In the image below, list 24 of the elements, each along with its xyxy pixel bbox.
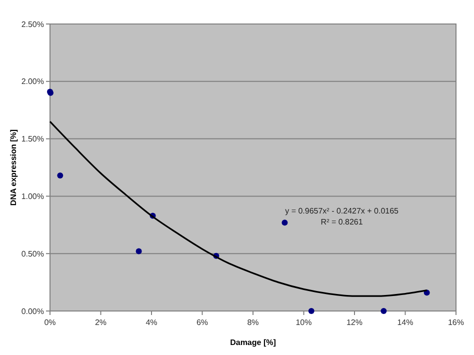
y-tick-label: 2.50% — [21, 20, 44, 29]
x-tick-label: 12% — [346, 318, 363, 327]
x-tick-label: 16% — [448, 318, 464, 327]
y-tick-label: 0.00% — [21, 306, 44, 316]
point — [282, 220, 288, 226]
x-tick-label: 10% — [296, 318, 312, 327]
x-tick-label: 2% — [94, 318, 107, 327]
y-tick-label: 1.50% — [21, 134, 44, 144]
x-tick-label: 14% — [397, 318, 414, 327]
x-tick-label: 6% — [196, 318, 208, 327]
annotation: y = 0.9657x² - 0.2427x + 0.0165 — [285, 206, 400, 216]
y-axis-title: DNA expression [%] — [9, 129, 18, 206]
x-tick-label: 4% — [146, 318, 158, 327]
point — [57, 172, 64, 179]
point — [308, 308, 314, 314]
y-tick-label: 0.50% — [21, 249, 44, 258]
annotation: R² = 0.8261 — [320, 217, 364, 226]
x-tick-label: 0% — [44, 318, 56, 327]
point — [136, 248, 142, 254]
y-tick-label: 1.00% — [21, 192, 44, 201]
y-tick-label: 2.00% — [21, 77, 44, 86]
x-axis-title: Damage [%] — [230, 338, 276, 347]
point — [380, 308, 387, 314]
x-tick-label: 8% — [247, 318, 259, 327]
